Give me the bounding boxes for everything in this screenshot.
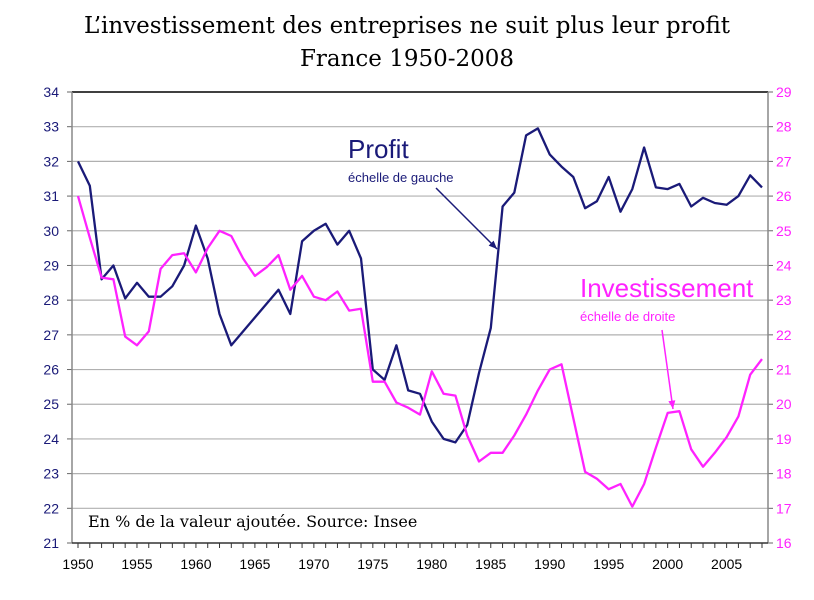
profit-arrow xyxy=(435,187,498,250)
gridlines xyxy=(72,91,768,509)
y-tick-label-left: 24 xyxy=(43,431,59,447)
x-tick-label: 1990 xyxy=(534,556,565,572)
y-tick-label-left: 23 xyxy=(43,466,59,482)
x-tick-label: 1975 xyxy=(357,556,388,572)
x-tick-label: 1970 xyxy=(298,556,329,572)
chart-title: L’investissement des entreprises ne suit… xyxy=(84,13,731,39)
x-tick-label: 2000 xyxy=(652,556,683,572)
y-tick-label-left: 26 xyxy=(43,362,59,378)
y-tick-label-left: 29 xyxy=(43,257,59,273)
y-tick-label-right: 22 xyxy=(776,327,792,343)
x-tick-label: 2005 xyxy=(711,556,742,572)
y-tick-label-left: 28 xyxy=(43,292,59,308)
y-tick-label-right: 28 xyxy=(776,119,792,135)
investment-arrow-head xyxy=(668,400,676,409)
x-tick-label: 1955 xyxy=(121,556,152,572)
annotation-arrows xyxy=(435,187,676,410)
y-tick-label-left: 33 xyxy=(43,119,59,135)
chart-subtitle: France 1950-2008 xyxy=(300,46,514,72)
investment-scale-label: échelle de droite xyxy=(580,309,675,324)
investment-arrow xyxy=(661,329,674,410)
y-tick-label-left: 21 xyxy=(43,535,59,551)
x-tick-label: 1980 xyxy=(416,556,447,572)
y-tick-label-right: 26 xyxy=(776,188,792,204)
y-tick-label-left: 30 xyxy=(43,223,59,239)
profit-arrow-head xyxy=(488,240,497,249)
y-tick-label-right: 18 xyxy=(776,466,792,482)
profit-label: Profit xyxy=(348,134,409,164)
x-tick-label: 1960 xyxy=(180,556,211,572)
profit-scale-label: échelle de gauche xyxy=(348,170,454,185)
y-tick-label-right: 27 xyxy=(776,153,792,169)
y-tick-label-left: 22 xyxy=(43,500,59,516)
y-tick-label-left: 34 xyxy=(43,84,59,100)
series-line-profit xyxy=(76,127,763,444)
y-tick-label-left: 25 xyxy=(43,396,59,412)
y-tick-label-right: 21 xyxy=(776,362,792,378)
y-tick-label-right: 25 xyxy=(776,223,792,239)
y-tick-label-right: 16 xyxy=(776,535,792,551)
y-tick-label-left: 31 xyxy=(43,188,59,204)
x-tick-label: 1995 xyxy=(593,556,624,572)
x-tick-label: 1950 xyxy=(62,556,93,572)
series-lines xyxy=(76,127,763,508)
investment-label: Investissement xyxy=(580,273,754,303)
series-line-investissement xyxy=(76,195,763,508)
y-tick-label-right: 20 xyxy=(776,396,792,412)
y-tick-label-right: 24 xyxy=(776,257,792,273)
y-tick-label-left: 27 xyxy=(43,327,59,343)
y-tick-label-right: 29 xyxy=(776,84,792,100)
y-tick-label-left: 32 xyxy=(43,153,59,169)
y-tick-label-right: 19 xyxy=(776,431,792,447)
x-tick-label: 1965 xyxy=(239,556,270,572)
source-note: En % de la valeur ajoutée. Source: Insee xyxy=(88,512,417,531)
x-tick-label: 1985 xyxy=(475,556,506,572)
y-tick-label-right: 17 xyxy=(776,500,792,516)
axes: 21 22 23 24 25 26 27 28 29 30 31 32 33 34 16 17 18 19 20 21… xyxy=(43,84,791,572)
y-tick-label-right: 23 xyxy=(776,292,792,308)
